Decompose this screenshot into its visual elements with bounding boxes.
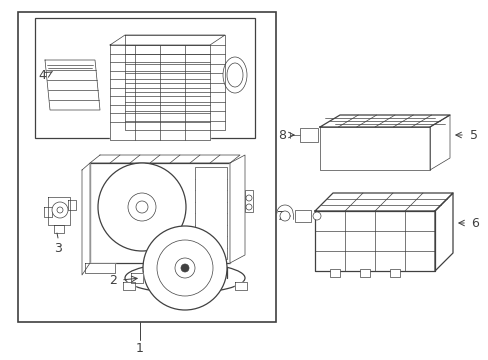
Circle shape xyxy=(181,264,189,272)
Bar xyxy=(294,210,310,222)
Polygon shape xyxy=(314,193,452,211)
Text: 7: 7 xyxy=(276,210,285,222)
Text: 4: 4 xyxy=(38,68,46,81)
Polygon shape xyxy=(85,263,115,273)
Circle shape xyxy=(312,212,320,220)
Polygon shape xyxy=(110,35,224,45)
Polygon shape xyxy=(123,282,135,290)
Text: 6: 6 xyxy=(470,216,478,230)
Polygon shape xyxy=(434,193,452,271)
Polygon shape xyxy=(319,115,449,127)
Text: 5: 5 xyxy=(469,129,477,141)
Bar xyxy=(359,269,369,277)
Bar xyxy=(18,12,275,322)
Polygon shape xyxy=(45,60,100,110)
Text: 3: 3 xyxy=(54,242,62,255)
Polygon shape xyxy=(131,273,142,283)
Polygon shape xyxy=(229,155,244,263)
Circle shape xyxy=(98,163,185,251)
Polygon shape xyxy=(110,45,209,140)
Polygon shape xyxy=(319,127,429,170)
Bar xyxy=(329,269,339,277)
Circle shape xyxy=(157,240,213,296)
Polygon shape xyxy=(314,211,434,271)
Bar xyxy=(244,190,252,212)
Circle shape xyxy=(128,193,156,221)
Polygon shape xyxy=(235,282,246,290)
Polygon shape xyxy=(429,115,449,170)
Circle shape xyxy=(57,207,63,213)
Polygon shape xyxy=(90,155,240,163)
Text: 8: 8 xyxy=(278,129,285,141)
Polygon shape xyxy=(44,207,52,217)
Circle shape xyxy=(175,258,195,278)
Circle shape xyxy=(245,204,251,210)
Circle shape xyxy=(142,226,226,310)
Ellipse shape xyxy=(223,57,246,93)
Circle shape xyxy=(280,211,289,221)
Circle shape xyxy=(136,201,148,213)
Text: 2: 2 xyxy=(109,274,117,287)
Circle shape xyxy=(245,195,251,201)
Polygon shape xyxy=(125,35,224,130)
Bar xyxy=(299,128,317,142)
Polygon shape xyxy=(48,197,70,225)
Circle shape xyxy=(52,202,68,218)
Ellipse shape xyxy=(125,263,244,293)
Polygon shape xyxy=(68,200,76,210)
Bar xyxy=(389,269,399,277)
Polygon shape xyxy=(82,163,90,275)
Bar xyxy=(90,163,229,263)
Polygon shape xyxy=(54,225,64,233)
Bar xyxy=(195,167,226,259)
Bar xyxy=(35,18,254,138)
Text: 1: 1 xyxy=(136,342,143,355)
